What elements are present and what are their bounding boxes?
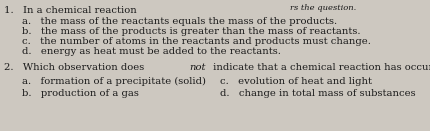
Text: a.   formation of a precipitate (solid): a. formation of a precipitate (solid) (22, 77, 206, 86)
Text: c.   evolution of heat and light: c. evolution of heat and light (219, 77, 371, 86)
Text: rs the question.: rs the question. (289, 4, 356, 12)
Text: 1.   In a chemical reaction: 1. In a chemical reaction (4, 6, 136, 15)
Text: b.   production of a gas: b. production of a gas (22, 89, 138, 98)
Text: c.   the number of atoms in the reactants and products must change.: c. the number of atoms in the reactants … (22, 37, 370, 46)
Text: indicate that a chemical reaction has occurred?: indicate that a chemical reaction has oc… (210, 63, 430, 72)
Text: a.   the mass of the reactants equals the mass of the products.: a. the mass of the reactants equals the … (22, 17, 336, 26)
Text: d.   energy as heat must be added to the reactants.: d. energy as heat must be added to the r… (22, 47, 280, 56)
Text: b.   the mass of the products is greater than the mass of reactants.: b. the mass of the products is greater t… (22, 27, 359, 36)
Text: d.   change in total mass of substances: d. change in total mass of substances (219, 89, 415, 98)
Text: not: not (189, 63, 205, 72)
Text: 2.   Which observation does: 2. Which observation does (4, 63, 147, 72)
